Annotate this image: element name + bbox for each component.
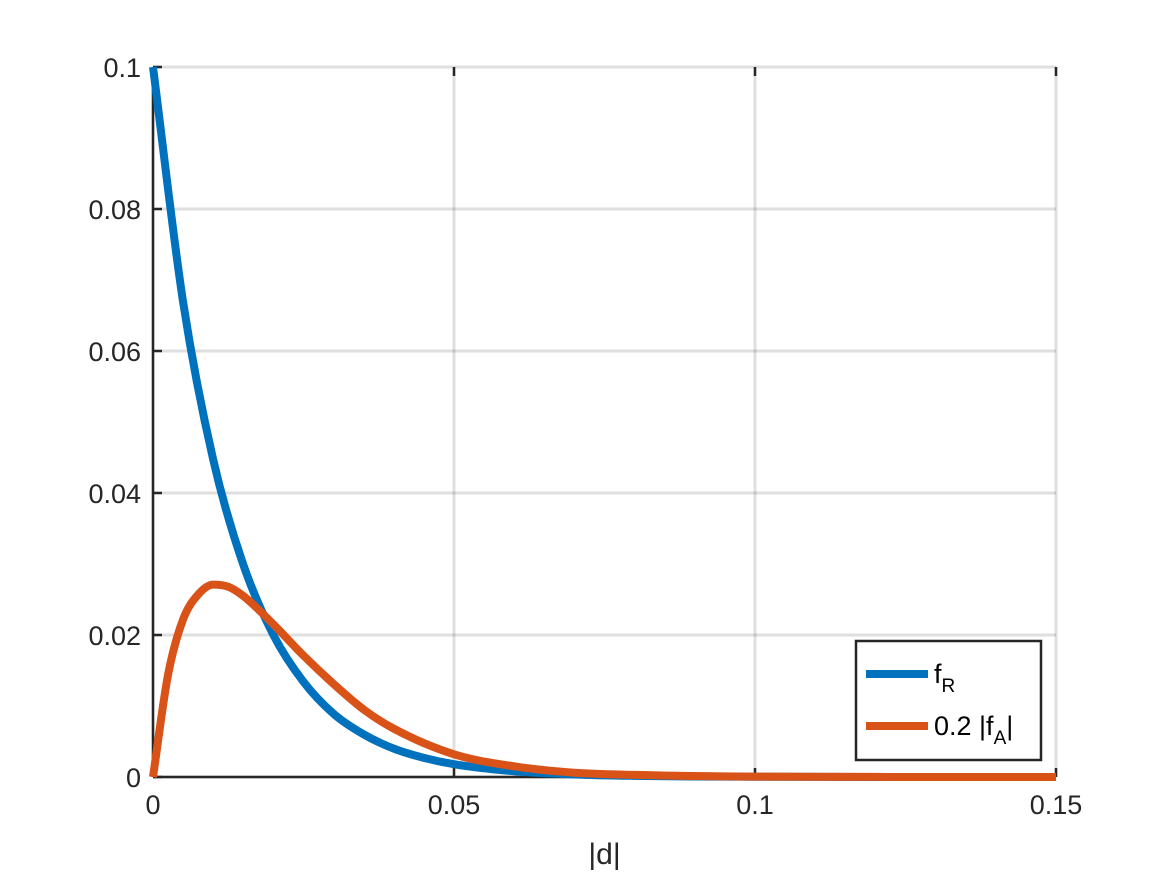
y-tick-label-4: 0.08 [88,195,141,225]
y-tick-label-2: 0.04 [88,479,141,509]
x-tick-label-0: 0 [145,790,160,820]
x-tick-label-3: 0.15 [1030,790,1083,820]
legend-label-0: fR [934,659,955,697]
legend-label-1: 0.2 |fA| [934,711,1013,749]
series-layer [149,66,1057,781]
y-tick-label-3: 0.06 [88,337,141,367]
tick-labels: 0 0.05 0.1 0.15 0 0.02 0.04 0.06 0.08 0.1 [88,53,1082,820]
x-tick-label-2: 0.1 [736,790,774,820]
x-axis-title: |d| [588,838,620,871]
legend: fR 0.2 |fA| [854,639,1043,762]
y-tick-label-1: 0.02 [88,621,141,651]
x-tick-label-1: 0.05 [428,790,481,820]
series-line-1 [149,580,1057,781]
y-tick-label-0: 0 [126,763,141,793]
y-tick-label-5: 0.1 [103,53,141,83]
legend-box [854,639,1043,762]
